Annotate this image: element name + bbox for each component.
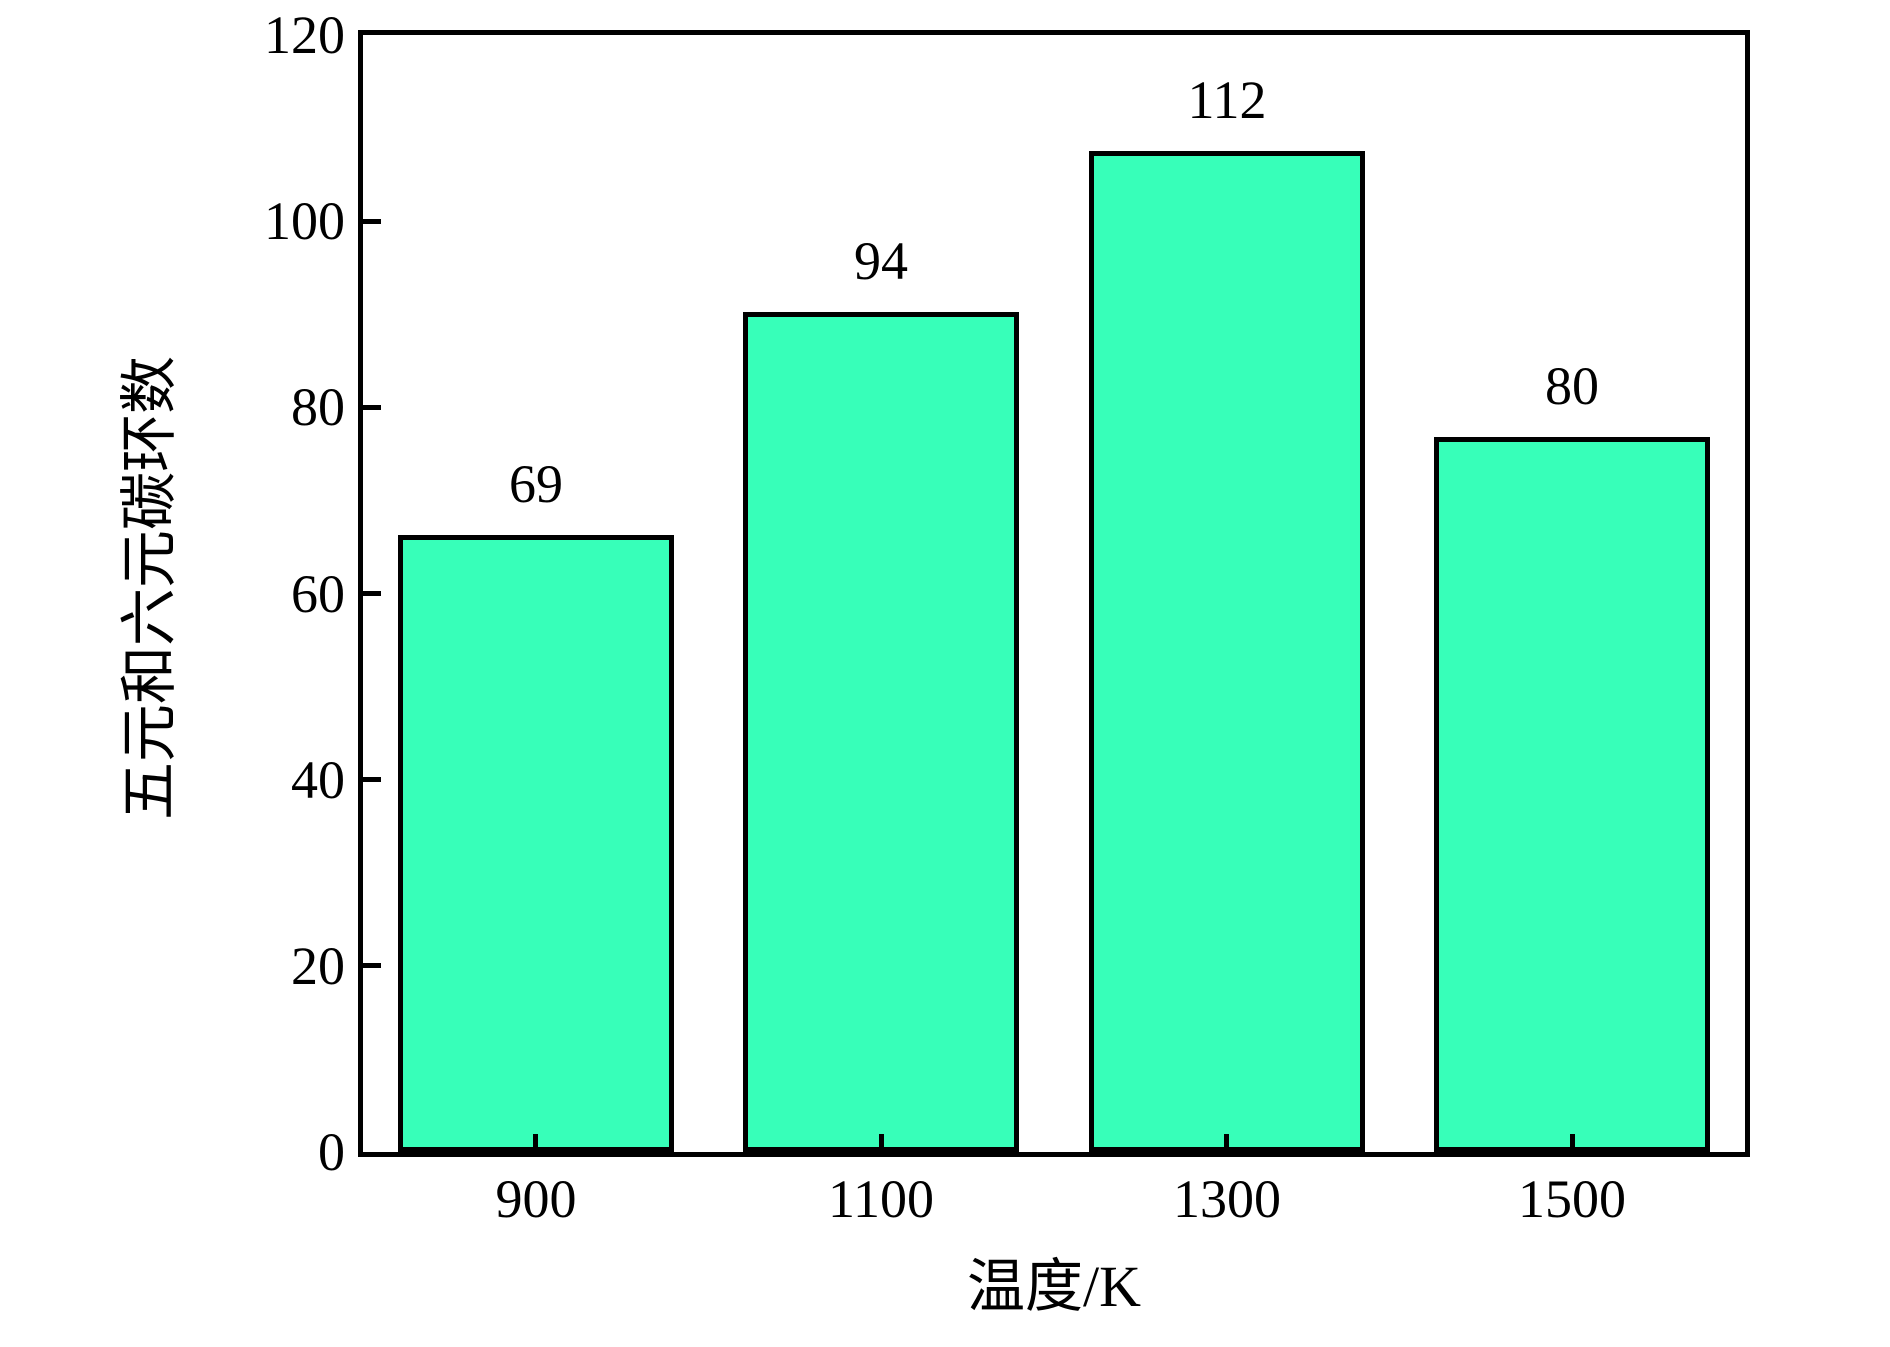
x-tick-1500 — [1570, 1134, 1575, 1152]
y-tick-80 — [363, 405, 381, 410]
y-tick-label-0: 0 — [318, 1122, 345, 1182]
x-tick-label-1300: 1300 — [1173, 1169, 1281, 1229]
bar-1500 — [1434, 437, 1710, 1152]
x-tick-900 — [533, 1134, 538, 1152]
y-tick-label-120: 120 — [264, 5, 345, 65]
y-tick-60 — [363, 591, 381, 596]
y-tick-label-100: 100 — [264, 191, 345, 251]
bar-900 — [398, 535, 674, 1152]
bar-value-label-1100: 94 — [854, 231, 908, 291]
y-tick-40 — [363, 777, 381, 782]
y-tick-20 — [363, 963, 381, 968]
bar-1300 — [1089, 151, 1365, 1152]
bar-value-label-1300: 112 — [1187, 70, 1267, 130]
x-tick-label-1500: 1500 — [1518, 1169, 1626, 1229]
bar-1100 — [743, 312, 1019, 1152]
y-tick-100 — [363, 219, 381, 224]
x-tick-1300 — [1224, 1134, 1229, 1152]
y-tick-label-60: 60 — [291, 564, 345, 624]
y-tick-label-20: 20 — [291, 936, 345, 996]
y-tick-label-40: 40 — [291, 750, 345, 810]
y-tick-label-80: 80 — [291, 377, 345, 437]
plot-area: 69 94 112 80 — [358, 30, 1750, 1157]
x-tick-label-900: 900 — [495, 1169, 577, 1229]
bar-value-label-900: 69 — [509, 454, 563, 514]
x-tick-label-1100: 1100 — [828, 1169, 934, 1229]
x-tick-1100 — [879, 1134, 884, 1152]
x-axis-title: 温度/K — [966, 1254, 1142, 1319]
bar-value-label-1500: 80 — [1545, 356, 1599, 416]
